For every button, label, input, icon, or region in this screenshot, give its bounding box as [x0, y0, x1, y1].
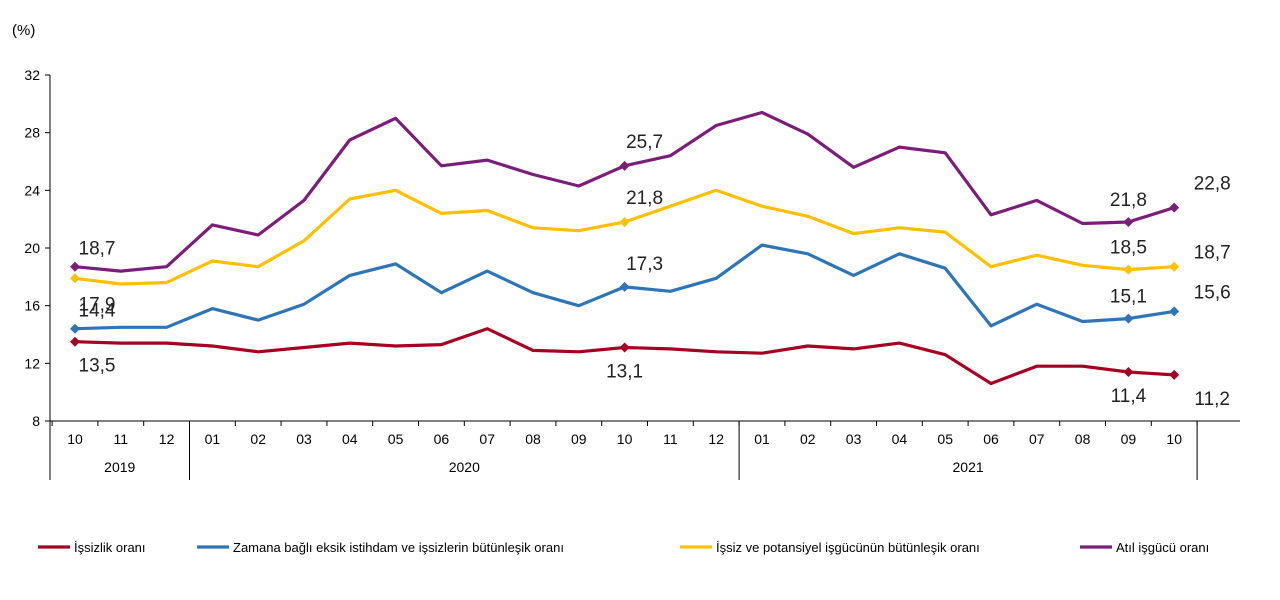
x-tick-label: 07: [1029, 431, 1045, 447]
x-tick-label: 01: [205, 431, 221, 447]
y-tick-label: 12: [24, 355, 40, 371]
data-labels-layer: 18,7 17,914,4 13,5 25,7 21,8 17,3 13,1 21,8 18,5…: [79, 132, 1231, 410]
data-label: 17,9: [79, 294, 116, 315]
data-point-marker: [619, 281, 630, 292]
data-label: 15,1: [1110, 287, 1147, 308]
x-tick-label: 01: [754, 431, 770, 447]
data-point-marker: [619, 217, 630, 228]
data-point-marker: [1123, 217, 1134, 228]
x-tick-label: 10: [67, 431, 83, 447]
x-tick-label: 11: [663, 431, 678, 447]
legend-label: İşsizlik oranı: [74, 540, 146, 555]
legend-label: Atıl işgücü oranı: [1116, 540, 1209, 555]
data-point-marker: [70, 336, 80, 347]
data-label: 13,1: [606, 361, 643, 382]
x-tick-label: 12: [708, 431, 724, 447]
legend-label: İşsiz ve potansiyel işgücünün bütünleşik…: [716, 540, 980, 555]
data-point-marker: [1123, 366, 1134, 377]
year-label: 2021: [953, 459, 984, 475]
x-tick-label: 05: [937, 431, 953, 447]
x-tick-label: 04: [342, 431, 358, 447]
x-tick-label: 08: [525, 431, 541, 447]
data-label: 13,5: [79, 356, 116, 377]
data-point-marker: [1169, 306, 1180, 317]
x-tick-label: 03: [296, 431, 312, 447]
data-label: 25,7: [626, 132, 663, 153]
data-point-marker: [70, 323, 80, 334]
year-label: 2019: [104, 459, 135, 475]
y-tick-label: 16: [24, 298, 40, 314]
x-tick-label: 05: [388, 431, 404, 447]
data-label: 15,6: [1194, 282, 1231, 303]
y-unit-label: (%): [12, 22, 35, 39]
x-tick-label: 03: [846, 431, 862, 447]
data-label: 18,7: [1194, 243, 1231, 264]
legend-label: Zamana bağlı eksik istihdam ve işsizleri…: [233, 540, 564, 555]
data-label: 11,4: [1111, 386, 1147, 407]
x-tick-label: 02: [800, 431, 816, 447]
data-point-marker: [70, 273, 80, 284]
data-point-marker: [1169, 369, 1180, 380]
y-tick-label: 24: [24, 182, 40, 198]
x-tick-label: 11: [114, 431, 129, 447]
x-tick-label: 07: [479, 431, 495, 447]
legend: İşsizlik oranı Zamana bağlı eksik istihda…: [38, 540, 1209, 555]
data-point-marker: [1123, 313, 1134, 324]
y-tick-label: 32: [24, 67, 40, 83]
data-point-marker: [619, 160, 630, 171]
x-tick-label: 10: [617, 431, 633, 447]
y-tick-label: 20: [24, 240, 40, 256]
data-label: 17,3: [626, 254, 663, 275]
data-point-marker: [1169, 202, 1180, 213]
data-point-marker: [1169, 261, 1180, 272]
series-line-2: [73, 188, 1176, 286]
x-tick-label: 09: [571, 431, 587, 447]
data-point-marker: [619, 342, 630, 353]
x-tick-label: 04: [892, 431, 908, 447]
data-point-marker: [1123, 264, 1134, 275]
x-tick-label: 06: [983, 431, 999, 447]
data-label: 14,4: [79, 301, 116, 322]
y-tick-label: 28: [24, 125, 40, 141]
data-label: 22,8: [1194, 174, 1231, 195]
x-tick-label: 12: [159, 431, 175, 447]
x-tick-label: 09: [1121, 431, 1137, 447]
x-tick-label: 10: [1166, 431, 1182, 447]
year-label: 2020: [449, 459, 480, 475]
series-line-3: [73, 110, 1176, 273]
x-tick-label: 02: [250, 431, 266, 447]
series-layer: [70, 110, 1180, 386]
y-tick-label: 8: [32, 413, 40, 429]
data-label: 18,7: [79, 239, 116, 260]
axes-layer: (%) 8 12 16 20 24 28 32 10 11 12 01 02 03 04 05 06 07 08 09…: [12, 22, 1240, 480]
x-tick-label: 08: [1075, 431, 1091, 447]
data-point-marker: [70, 261, 80, 272]
x-tick-label: 06: [434, 431, 450, 447]
data-label: 21,8: [626, 188, 663, 209]
data-label: 21,8: [1110, 190, 1147, 211]
data-label: 18,5: [1110, 238, 1147, 259]
data-label: 11,2: [1194, 389, 1230, 410]
